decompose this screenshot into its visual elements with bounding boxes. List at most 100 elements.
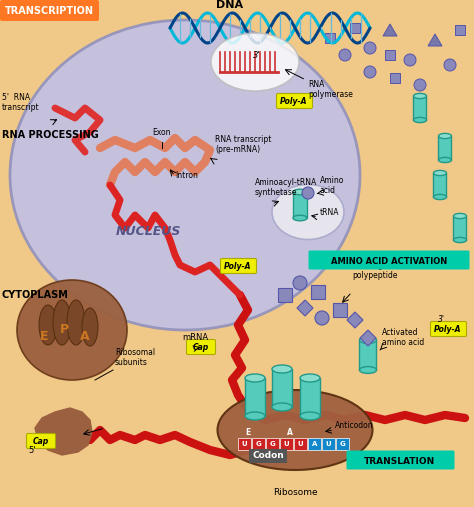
Text: Intron: Intron: [175, 171, 198, 180]
Text: A: A: [312, 441, 317, 447]
Ellipse shape: [17, 280, 127, 380]
Circle shape: [315, 311, 329, 325]
Text: U: U: [242, 441, 247, 447]
Ellipse shape: [293, 215, 307, 221]
Circle shape: [339, 49, 351, 61]
Text: TRANSCRIPTION: TRANSCRIPTION: [4, 6, 93, 16]
Ellipse shape: [359, 337, 376, 343]
FancyBboxPatch shape: [430, 321, 466, 337]
Bar: [308, 438, 321, 450]
Text: Poly-A: Poly-A: [280, 97, 308, 106]
Text: DNA: DNA: [217, 0, 244, 10]
Text: RNA PROCESSING: RNA PROCESSING: [2, 130, 99, 140]
Text: U: U: [326, 441, 331, 447]
Bar: [438, 136, 452, 160]
Ellipse shape: [293, 189, 307, 195]
Bar: [300, 378, 320, 416]
Polygon shape: [297, 300, 313, 316]
Ellipse shape: [454, 237, 466, 243]
Text: CYTOPLASM: CYTOPLASM: [2, 290, 69, 300]
Ellipse shape: [211, 33, 299, 91]
Text: Poly-A: Poly-A: [224, 262, 252, 271]
Polygon shape: [383, 24, 397, 36]
Polygon shape: [35, 408, 92, 455]
FancyBboxPatch shape: [309, 250, 470, 270]
Ellipse shape: [300, 374, 320, 382]
Bar: [266, 438, 279, 450]
Ellipse shape: [67, 300, 85, 345]
FancyBboxPatch shape: [27, 433, 55, 449]
Text: G: G: [340, 441, 346, 447]
Text: AMINO ACID ACTIVATION: AMINO ACID ACTIVATION: [331, 257, 447, 266]
Text: G: G: [255, 441, 261, 447]
Ellipse shape: [218, 390, 373, 470]
Ellipse shape: [434, 194, 447, 200]
Circle shape: [404, 54, 416, 66]
Bar: [238, 438, 251, 450]
Bar: [293, 192, 307, 218]
FancyBboxPatch shape: [220, 259, 256, 273]
Text: RNA
polymerase: RNA polymerase: [308, 80, 353, 99]
Text: U: U: [298, 441, 303, 447]
Ellipse shape: [245, 374, 265, 382]
Text: Ribosome: Ribosome: [273, 488, 317, 497]
Ellipse shape: [413, 93, 427, 98]
Bar: [336, 438, 349, 450]
FancyBboxPatch shape: [0, 0, 99, 21]
Text: TRANSLATION: TRANSLATION: [365, 456, 436, 465]
FancyBboxPatch shape: [186, 340, 216, 354]
Text: 5': 5': [28, 446, 36, 455]
Text: G: G: [270, 441, 275, 447]
Ellipse shape: [10, 20, 360, 330]
Bar: [359, 340, 376, 370]
Text: Growing
polypeptide: Growing polypeptide: [352, 261, 398, 280]
Ellipse shape: [53, 300, 71, 345]
Bar: [252, 438, 265, 450]
Ellipse shape: [300, 412, 320, 420]
Ellipse shape: [82, 308, 98, 346]
Bar: [311, 285, 325, 299]
Circle shape: [364, 66, 376, 78]
Ellipse shape: [413, 118, 427, 123]
Text: Exon: Exon: [152, 128, 171, 137]
Bar: [245, 378, 265, 416]
Text: Anticodon: Anticodon: [335, 421, 374, 430]
Text: Amino
acid: Amino acid: [320, 175, 345, 195]
Bar: [272, 369, 292, 407]
Bar: [294, 438, 307, 450]
Text: P: P: [60, 323, 69, 336]
Text: Cap: Cap: [33, 437, 49, 446]
Text: RNA transcript
(pre-mRNA): RNA transcript (pre-mRNA): [215, 134, 272, 154]
Bar: [280, 438, 293, 450]
Bar: [322, 438, 335, 450]
Ellipse shape: [454, 213, 466, 219]
Ellipse shape: [272, 365, 292, 373]
Text: Aminoacyl-tRNA
synthetase: Aminoacyl-tRNA synthetase: [255, 177, 317, 197]
Text: Activated
amino acid: Activated amino acid: [382, 328, 424, 347]
Ellipse shape: [39, 305, 57, 345]
Polygon shape: [428, 34, 442, 46]
Ellipse shape: [272, 185, 344, 239]
Text: 5'  RNA
transcript: 5' RNA transcript: [2, 93, 40, 112]
Bar: [350, 23, 360, 33]
Circle shape: [302, 187, 314, 199]
Bar: [325, 33, 335, 43]
Circle shape: [414, 79, 426, 91]
Text: E: E: [246, 428, 251, 437]
Bar: [455, 25, 465, 35]
Ellipse shape: [272, 403, 292, 411]
Text: mRNA: mRNA: [182, 333, 208, 342]
Ellipse shape: [438, 157, 452, 163]
Circle shape: [444, 59, 456, 71]
Text: Ribosomal
subunits: Ribosomal subunits: [115, 348, 155, 367]
Bar: [454, 216, 466, 240]
Text: Codon: Codon: [252, 452, 284, 460]
FancyBboxPatch shape: [346, 451, 455, 469]
Bar: [390, 73, 400, 83]
Polygon shape: [347, 312, 363, 328]
Text: Poly-A: Poly-A: [434, 325, 462, 334]
Bar: [413, 96, 427, 120]
Ellipse shape: [438, 133, 452, 138]
Text: Cap: Cap: [193, 343, 209, 352]
Polygon shape: [360, 330, 376, 346]
